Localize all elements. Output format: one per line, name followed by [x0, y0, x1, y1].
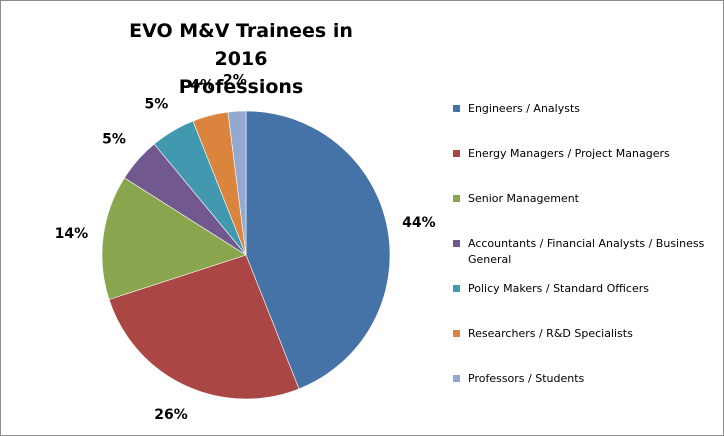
pie-slice	[245, 110, 391, 390]
legend-swatch-icon	[453, 195, 460, 202]
legend-item: Energy Managers / Project Managers	[453, 146, 715, 191]
legend-item: Policy Makers / Standard Officers	[453, 281, 715, 326]
legend-swatch-icon	[453, 375, 460, 382]
pie-slice	[227, 110, 247, 256]
legend-item: Engineers / Analysts	[453, 101, 715, 146]
legend-label: Energy Managers / Project Managers	[468, 147, 670, 160]
legend-swatch-icon	[453, 150, 460, 157]
legend-swatch-icon	[453, 240, 460, 247]
slice-data-label: 2%	[223, 72, 247, 88]
slice-data-label: 14%	[55, 226, 89, 242]
slice-data-label: 5%	[102, 132, 126, 148]
legend-label: Policy Makers / Standard Officers	[468, 282, 649, 295]
chart-title-line-2: Professions	[178, 76, 304, 98]
legend-item: Professors / Students	[453, 371, 715, 416]
legend-swatch-icon	[453, 330, 460, 337]
slice-data-label: 44%	[402, 215, 436, 231]
legend-label: Senior Management	[468, 192, 579, 205]
legend: Engineers / Analysts Energy Managers / P…	[453, 101, 715, 416]
slice-data-label: 26%	[154, 407, 188, 423]
legend-label: Accountants / Financial Analysts / Busin…	[468, 237, 705, 266]
legend-item: Accountants / Financial Analysts / Busin…	[453, 236, 715, 281]
legend-swatch-icon	[453, 285, 460, 292]
pie-slice	[101, 177, 247, 300]
chart-title-line-1: EVO M&V Trainees in 2016	[129, 20, 353, 70]
pie-slice	[108, 254, 300, 400]
legend-item: Senior Management	[453, 191, 715, 236]
slice-data-label: 4%	[190, 78, 214, 94]
legend-label: Engineers / Analysts	[468, 102, 580, 115]
legend-label: Researchers / R&D Specialists	[468, 327, 633, 340]
legend-label: Professors / Students	[468, 372, 585, 385]
legend-swatch-icon	[453, 105, 460, 112]
chart-title: EVO M&V Trainees in 2016 Professions	[121, 17, 361, 101]
legend-item: Researchers / R&D Specialists	[453, 326, 715, 371]
slice-data-label: 5%	[145, 97, 169, 113]
